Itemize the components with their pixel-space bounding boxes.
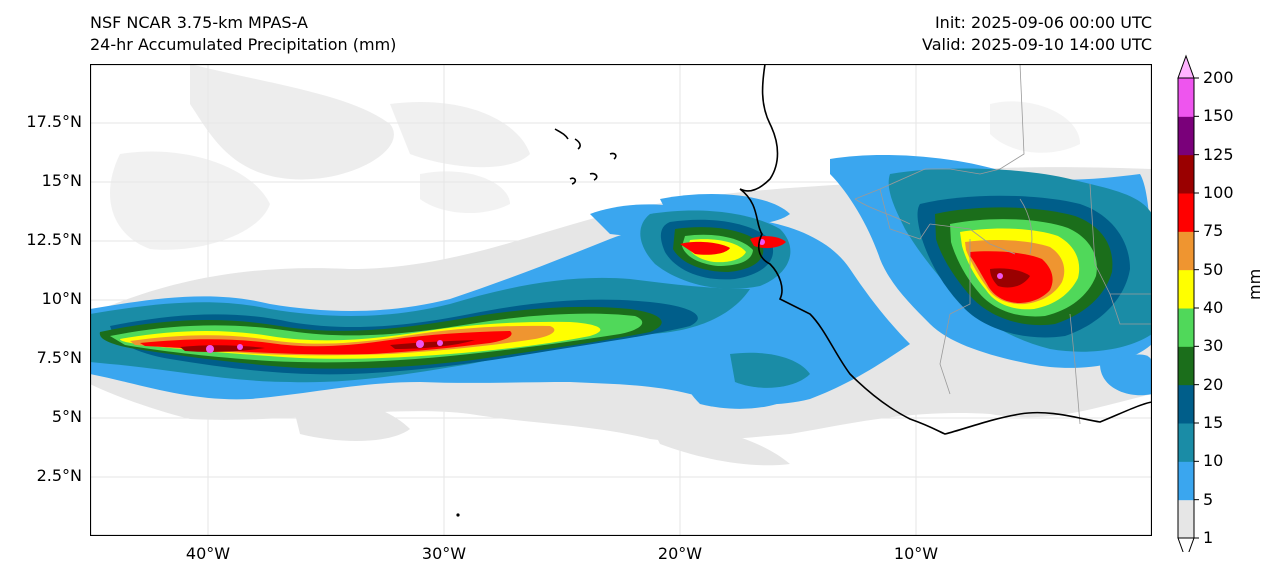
lat-tick-label: 5°N	[51, 407, 82, 426]
colorbar-tick-label: 5	[1203, 489, 1214, 509]
lat-tick-label: 10°N	[41, 289, 82, 308]
colorbar-bin	[1178, 193, 1194, 232]
lat-tick-label: 15°N	[41, 171, 82, 190]
precipitation-colorbar	[1177, 54, 1199, 552]
lon-tick-label: 30°W	[421, 544, 467, 563]
coastline	[554, 64, 1152, 435]
colorbar-under-extension	[1177, 537, 1195, 552]
lat-tick-label: 12.5°N	[26, 230, 82, 249]
colorbar-tick-label: 200	[1203, 68, 1234, 87]
precipitation-map	[90, 64, 1152, 536]
precipitation-field	[90, 64, 1152, 466]
init-time: Init: 2025-09-06 00:00 UTC	[934, 13, 1152, 32]
lon-tick-label: 40°W	[185, 544, 231, 563]
colorbar-bin	[1178, 231, 1194, 271]
map-title-block: NSF NCAR 3.75-km MPAS-A 24-hr Accumulate…	[90, 12, 396, 56]
colorbar-bin	[1178, 461, 1194, 501]
colorbar-tick-label: 100	[1203, 183, 1234, 202]
lat-tick-label: 7.5°N	[36, 348, 82, 367]
precip-150mm-layer	[206, 239, 1003, 353]
colorbar-tick-label: 50	[1203, 259, 1224, 279]
colorbar-bin	[1178, 384, 1194, 424]
colorbar-tick-label: 40	[1203, 298, 1224, 317]
island-dot	[456, 513, 460, 517]
colorbar-bin	[1178, 499, 1194, 539]
colorbar-tick-label: 150	[1203, 106, 1234, 126]
map-frame	[90, 64, 1152, 536]
field-title: 24-hr Accumulated Precipitation (mm)	[90, 35, 397, 54]
colorbar-bin	[1178, 269, 1194, 309]
colorbar-tick-label: 75	[1203, 221, 1224, 241]
colorbar-bin	[1178, 154, 1194, 194]
lat-tick-label: 2.5°N	[36, 466, 82, 485]
colorbar-bin	[1178, 116, 1194, 156]
country-borders	[854, 64, 1152, 425]
colorbar-tick-label: 20	[1203, 374, 1224, 394]
colorbar-bin	[1178, 78, 1194, 117]
colorbar-unit-label: mm	[1245, 268, 1264, 300]
model-title: NSF NCAR 3.75-km MPAS-A	[90, 13, 308, 32]
colorbar-bin	[1178, 423, 1194, 462]
colorbar-tick-label: 1	[1203, 528, 1214, 547]
colorbar-over-extension	[1177, 54, 1195, 79]
lon-tick-label: 10°W	[893, 544, 939, 563]
lon-tick-label: 20°W	[657, 544, 703, 563]
colorbar-tick-label: 30	[1203, 336, 1224, 356]
valid-time: Valid: 2025-09-10 14:00 UTC	[921, 35, 1152, 54]
colorbar-bin	[1178, 346, 1194, 386]
lat-tick-label: 17.5°N	[26, 112, 82, 131]
colorbar-bin	[1178, 308, 1194, 347]
time-title-block: Init: 2025-09-06 00:00 UTC Valid: 2025-0…	[922, 12, 1152, 56]
colorbar-tick-label: 15	[1203, 413, 1224, 432]
colorbar-tick-label: 10	[1203, 451, 1224, 471]
colorbar-tick-label: 125	[1203, 144, 1234, 164]
precip-100mm-layer	[180, 268, 1030, 352]
